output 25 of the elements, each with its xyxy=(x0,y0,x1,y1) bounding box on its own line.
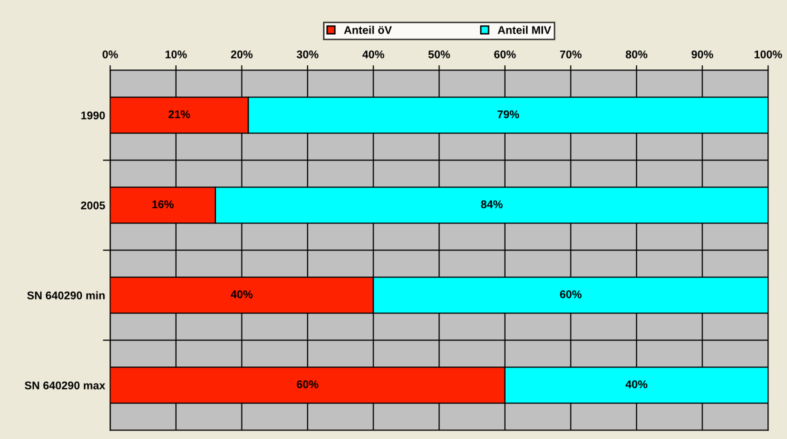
x-tick-label: 100% xyxy=(754,50,782,58)
legend-label: Anteil öV xyxy=(344,26,392,34)
x-tick-label: 30% xyxy=(296,50,318,58)
legend-label: Anteil MIV xyxy=(498,26,552,34)
x-tick-label: 60% xyxy=(494,50,516,58)
data-label: 84% xyxy=(481,200,503,208)
x-tick-label: 80% xyxy=(626,50,648,58)
x-tick-label: 50% xyxy=(428,50,450,58)
data-label: 40% xyxy=(626,380,648,388)
x-tick-label: 70% xyxy=(560,50,582,58)
y-tick-label: 1990 xyxy=(81,112,105,120)
y-tick-label: SN 640290 max xyxy=(24,381,106,390)
data-label: 16% xyxy=(152,200,174,208)
data-label: 40% xyxy=(230,290,253,298)
data-label: 60% xyxy=(296,380,318,388)
data-label: 79% xyxy=(498,110,520,118)
data-label: 21% xyxy=(168,110,190,118)
x-tick-label: 0% xyxy=(102,50,118,58)
x-tick-label: 10% xyxy=(166,50,187,58)
x-tick-label: 90% xyxy=(692,50,714,58)
y-tick-label: 2005 xyxy=(80,202,106,210)
x-tick-label: 40% xyxy=(362,50,384,58)
y-tick-label: SN 640290 min xyxy=(27,291,105,300)
data-label: 60% xyxy=(560,290,582,298)
x-tick-label: 20% xyxy=(231,50,253,58)
